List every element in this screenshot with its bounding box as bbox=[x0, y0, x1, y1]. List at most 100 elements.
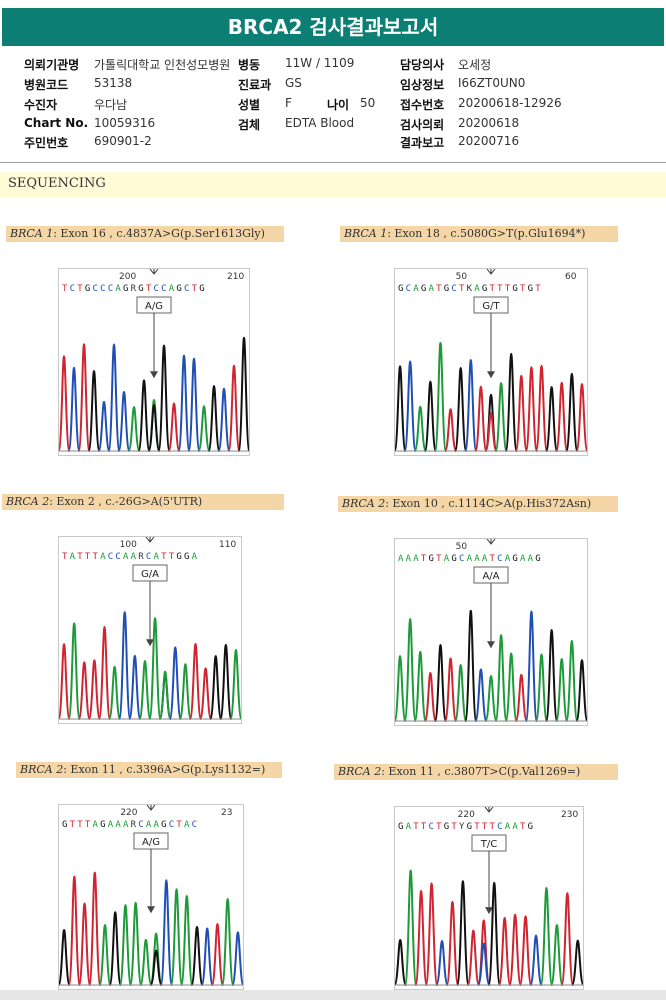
trace-peak bbox=[395, 655, 407, 722]
trace-peak bbox=[518, 915, 533, 986]
divider bbox=[0, 162, 666, 163]
trace-peak bbox=[98, 924, 112, 986]
trace-peak bbox=[560, 892, 575, 986]
pointer-arrowhead bbox=[487, 371, 495, 379]
patient-info: 의뢰기관명 가톨릭대학교 인천성모병원 병동 11W / 1109 담당의사 오… bbox=[0, 54, 666, 150]
trace-peak bbox=[575, 659, 587, 722]
marker-arrow bbox=[484, 807, 494, 813]
trace-peak bbox=[118, 904, 133, 986]
pointer-arrowhead bbox=[487, 641, 495, 649]
trace-peak bbox=[77, 661, 91, 720]
variant-label: BRCA 1: Exon 18 , c.5080G>T(p.Glu1694*) bbox=[340, 226, 618, 242]
variant-desc: : Exon 10 , c.1114C>A(p.His372Asn) bbox=[385, 497, 592, 510]
variant-label: BRCA 2: Exon 2 , c.-26G>A(5'UTR) bbox=[2, 494, 284, 510]
trace-peak bbox=[207, 385, 221, 452]
position-number: 110 bbox=[219, 540, 236, 550]
variant-desc: : Exon 2 , c.-26G>A(5'UTR) bbox=[49, 495, 203, 508]
trace-peak bbox=[157, 344, 171, 452]
trace-peak bbox=[128, 654, 142, 720]
section-title: SEQUENCING bbox=[0, 172, 666, 198]
trace-peak bbox=[117, 391, 131, 452]
age-value: 50 bbox=[360, 96, 376, 110]
ssn-value: 690901-2 bbox=[94, 134, 152, 148]
trace-peak bbox=[433, 341, 448, 452]
variant-label: BRCA 2: Exon 10 , c.1114C>A(p.His372Asn) bbox=[338, 496, 618, 512]
trace-peak bbox=[107, 343, 121, 452]
trace-peak bbox=[534, 653, 549, 722]
gene-name: BRCA 2 bbox=[338, 765, 382, 778]
variant-label: BRCA 2: Exon 11 , c.3396A>G(p.Lys1132=) bbox=[16, 762, 282, 778]
trace-peak bbox=[178, 663, 192, 720]
trace-peak bbox=[59, 355, 71, 452]
trace-peak bbox=[88, 871, 102, 986]
trace-peak bbox=[147, 404, 161, 452]
trace-peak bbox=[464, 359, 478, 452]
trace-peak bbox=[177, 354, 191, 452]
trace-peak bbox=[87, 369, 101, 452]
trace-peak bbox=[456, 880, 470, 986]
trace-peak bbox=[159, 879, 173, 986]
chart-value: 10059316 bbox=[94, 116, 156, 130]
trace-peak bbox=[424, 882, 439, 986]
position-number: 220 bbox=[120, 808, 137, 818]
trace-peak bbox=[474, 668, 488, 722]
sequence-text: AAATGTAGCAAATCAGAAG bbox=[398, 554, 543, 564]
trace-peak bbox=[433, 644, 448, 722]
trace-peak bbox=[454, 367, 468, 452]
trace-peak bbox=[403, 618, 417, 722]
trace-peak bbox=[190, 926, 204, 986]
position-number: 100 bbox=[120, 540, 137, 550]
trace-peak bbox=[210, 923, 225, 986]
trace-peak bbox=[200, 927, 214, 986]
trace-peak bbox=[413, 405, 427, 452]
trace-peak bbox=[508, 913, 522, 986]
chromatogram: 200 210 TCTGCCCAGRGTCCAGCTG A/G bbox=[58, 268, 250, 456]
trace-peak bbox=[514, 374, 528, 452]
trace-peak bbox=[149, 949, 163, 986]
specimen-label: 검체 bbox=[238, 118, 261, 132]
sex-value: F bbox=[285, 96, 292, 110]
trace-peak bbox=[129, 901, 143, 986]
marker-arrow bbox=[146, 805, 156, 811]
pointer-arrowhead bbox=[147, 906, 155, 914]
trace-peak bbox=[497, 916, 512, 986]
base-call-text: A/A bbox=[482, 571, 499, 582]
trace-peak bbox=[464, 609, 478, 722]
pointer-arrowhead bbox=[150, 371, 158, 379]
trace-peak bbox=[395, 938, 407, 986]
variant-desc: : Exon 11 , c.3396A>G(p.Lys1132=) bbox=[63, 763, 266, 776]
ward-value: 11W / 1109 bbox=[285, 56, 355, 70]
trace-peak bbox=[539, 887, 554, 986]
marker-arrow bbox=[145, 537, 155, 543]
trace-peak bbox=[565, 372, 579, 452]
pointer-arrowhead bbox=[146, 639, 154, 647]
trace-peak bbox=[199, 667, 213, 720]
trace-peak bbox=[108, 911, 122, 986]
trace-peak bbox=[466, 929, 481, 986]
trace-peak bbox=[504, 352, 518, 452]
chromatogram: 100 110 TATTTACCAARCATTGGA G/A bbox=[58, 536, 242, 724]
trace-peak bbox=[221, 897, 235, 986]
trace-peak bbox=[555, 381, 569, 452]
trace-peak bbox=[423, 672, 437, 722]
base-call-text: G/A bbox=[141, 569, 159, 580]
trace-peak bbox=[524, 610, 538, 722]
variant-desc: : Exon 16 , c.4837A>G(p.Ser1613Gly) bbox=[53, 227, 265, 240]
trace-peak bbox=[229, 649, 241, 720]
sequence-text: TCTGCCCAGRGTCCAGCTG bbox=[62, 284, 207, 294]
dept-label: 진료과 bbox=[238, 78, 272, 92]
position-number: 230 bbox=[561, 810, 578, 820]
bottom-strip bbox=[0, 990, 666, 1000]
trace-peak bbox=[197, 405, 211, 452]
sequence-text: TATTTACCAARCATTGGA bbox=[62, 552, 199, 562]
trace-peak bbox=[403, 360, 417, 452]
trace-peak bbox=[87, 659, 101, 720]
trace-peak bbox=[77, 343, 91, 452]
base-call-text: A/G bbox=[145, 301, 163, 312]
base-call-text: A/G bbox=[142, 837, 160, 848]
variant-label: BRCA 1: Exon 16 , c.4837A>G(p.Ser1613Gly… bbox=[6, 226, 284, 242]
trace-peak bbox=[231, 931, 243, 986]
trace-peak bbox=[139, 938, 153, 986]
trace-peak bbox=[180, 894, 194, 986]
trace-peak bbox=[403, 869, 418, 986]
